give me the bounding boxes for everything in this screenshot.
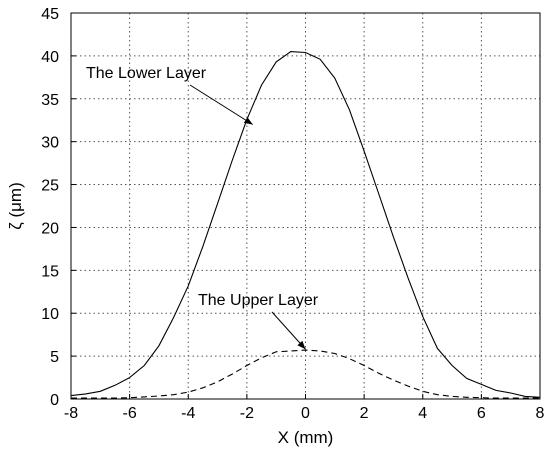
lower-layer-line	[70, 51, 541, 398]
x-axis-title: X (mm)	[278, 428, 334, 447]
y-tick-label: 0	[50, 392, 59, 409]
x-tick-label: -8	[64, 405, 78, 422]
upper-layer-annotation-arrowhead	[297, 340, 306, 350]
y-tick-label: 20	[41, 220, 59, 237]
x-tick-label: 2	[360, 405, 369, 422]
y-tick-label: 25	[41, 178, 59, 195]
upper-layer-annotation-label: The Upper Layer	[198, 292, 319, 309]
x-tick-label: 8	[536, 405, 545, 422]
y-tick-label: 15	[41, 263, 59, 280]
grid	[71, 13, 540, 399]
annotations: The Lower Layer The Upper Layer	[86, 65, 319, 350]
axis-ticks: -8 -6 -4 -2 0 2 4 6 8 0 5 10 15 20 25 30 35 40 45	[41, 6, 544, 422]
x-tick-label: 0	[301, 405, 310, 422]
y-tick-label: 35	[41, 92, 59, 109]
y-tick-label: 45	[41, 6, 59, 23]
upper-layer-line	[71, 349, 540, 399]
x-tick-label: -6	[123, 405, 137, 422]
lower-layer-annotation-arrowhead	[243, 117, 253, 125]
lower-layer-annotation-arrow	[189, 84, 254, 125]
y-tick-label: 5	[50, 349, 59, 366]
y-tick-label: 30	[41, 135, 59, 152]
series-layer	[70, 51, 541, 399]
x-tick-label: -2	[240, 405, 254, 422]
x-tick-label: -4	[181, 405, 195, 422]
y-tick-label: 40	[41, 49, 59, 66]
y-tick-label: 10	[41, 306, 59, 323]
lower-layer-annotation-label: The Lower Layer	[86, 65, 207, 82]
x-tick-label: 6	[477, 405, 486, 422]
x-tick-label: 4	[418, 405, 427, 422]
y-axis-title: ζ (μm)	[6, 182, 25, 230]
